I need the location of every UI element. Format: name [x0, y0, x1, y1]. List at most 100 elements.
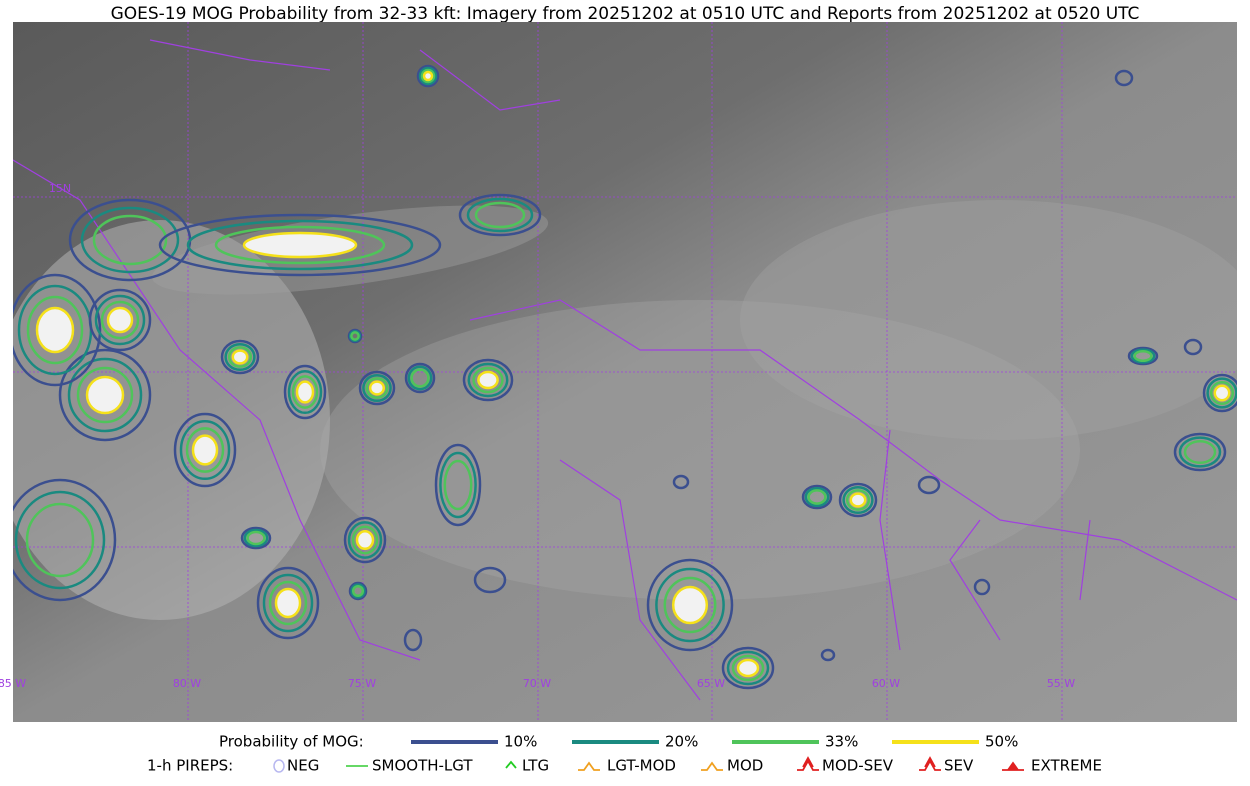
contour	[13, 478, 117, 602]
contour	[1127, 346, 1159, 366]
contour	[106, 306, 134, 334]
contour	[1213, 384, 1231, 402]
contour	[88, 288, 152, 352]
legend-label: 33%	[825, 733, 858, 751]
contour	[845, 489, 871, 511]
contour	[358, 370, 396, 406]
contour	[350, 331, 360, 341]
legend-label: 20%	[665, 733, 698, 751]
contour	[67, 357, 143, 433]
lon-label: 55 W	[1047, 677, 1075, 690]
contour	[350, 583, 366, 599]
legend-icon	[505, 760, 517, 769]
cloud	[740, 200, 1237, 440]
contour	[655, 567, 725, 643]
contour	[214, 225, 386, 265]
legend-label: MOD-SEV	[822, 757, 894, 775]
legend-label: 50%	[985, 733, 1018, 751]
contour	[268, 580, 308, 626]
contour	[13, 273, 102, 387]
map	[13, 22, 1237, 722]
lon-label: 75 W	[348, 677, 376, 690]
contour	[295, 380, 315, 404]
contour	[443, 459, 473, 511]
legend-icon	[919, 756, 941, 771]
lon-label: 60 W	[872, 677, 900, 690]
contour	[672, 474, 690, 490]
contour	[25, 502, 95, 578]
legend-icon	[701, 761, 723, 771]
contour	[283, 364, 327, 420]
legend-icon	[578, 761, 600, 771]
contour	[418, 66, 438, 86]
contour	[663, 576, 717, 634]
legend: Probability of MOG: 10% 20% 33% 50% 1-h PIREP…	[147, 733, 1102, 775]
legend-label: LTG	[522, 757, 549, 775]
contour	[287, 369, 323, 415]
contour	[403, 628, 423, 652]
contour	[807, 489, 827, 505]
contour	[736, 658, 760, 678]
contour	[1209, 380, 1235, 406]
contour	[355, 529, 375, 551]
contour	[671, 585, 709, 625]
legend-title: 1-h PIREPS:	[147, 757, 233, 775]
contour	[85, 375, 125, 415]
contour	[646, 558, 734, 652]
contour	[368, 380, 386, 396]
contour	[1206, 377, 1237, 409]
legend-icon	[797, 756, 819, 771]
contour	[26, 295, 84, 365]
contour	[365, 377, 389, 399]
coastline	[13, 39, 1237, 701]
contour	[838, 482, 878, 518]
contour	[92, 214, 168, 266]
legend-label: LGT-MOD	[607, 757, 676, 775]
contour	[351, 525, 379, 555]
legend-icon	[273, 759, 285, 773]
contour	[820, 648, 836, 662]
grid-labels: 85 W 80 W 75 W 70 W 65 W 60 W 55 W 15N	[0, 182, 1075, 690]
contour	[173, 412, 237, 488]
contour	[849, 492, 867, 508]
legend-title: Probability of MOG:	[219, 733, 364, 751]
contour	[458, 193, 542, 237]
contour	[917, 475, 941, 495]
contour	[422, 70, 434, 82]
contour	[227, 346, 253, 368]
contour	[240, 526, 272, 550]
contour	[434, 443, 482, 527]
legend-label: 10%	[504, 733, 537, 751]
contour	[439, 451, 477, 519]
contour	[731, 654, 765, 682]
contour	[801, 484, 833, 510]
contour	[726, 650, 770, 686]
contour	[407, 365, 433, 391]
contour	[410, 368, 430, 388]
contour	[842, 485, 874, 515]
contour	[467, 362, 509, 398]
cloud	[13, 220, 330, 620]
contour	[76, 366, 134, 424]
contour	[473, 566, 507, 594]
legend-label: SMOOTH-LGT	[372, 757, 473, 775]
contours	[13, 64, 1237, 690]
contour	[191, 434, 219, 466]
contour	[158, 213, 442, 277]
title: GOES-19 MOG Probability from 32-33 kft: …	[111, 4, 1140, 24]
legend-icon	[1002, 761, 1024, 771]
contour	[1173, 432, 1227, 472]
lat-label: 15N	[49, 182, 71, 195]
contour	[416, 64, 440, 88]
contour	[179, 419, 231, 481]
contour	[347, 521, 383, 559]
contour	[1183, 338, 1203, 356]
contour	[804, 486, 830, 508]
contour	[466, 197, 534, 233]
contour	[80, 206, 180, 274]
contour	[1178, 436, 1222, 468]
contour	[1130, 348, 1156, 364]
contour	[420, 68, 436, 84]
contour	[224, 342, 256, 372]
contour	[1114, 69, 1134, 87]
